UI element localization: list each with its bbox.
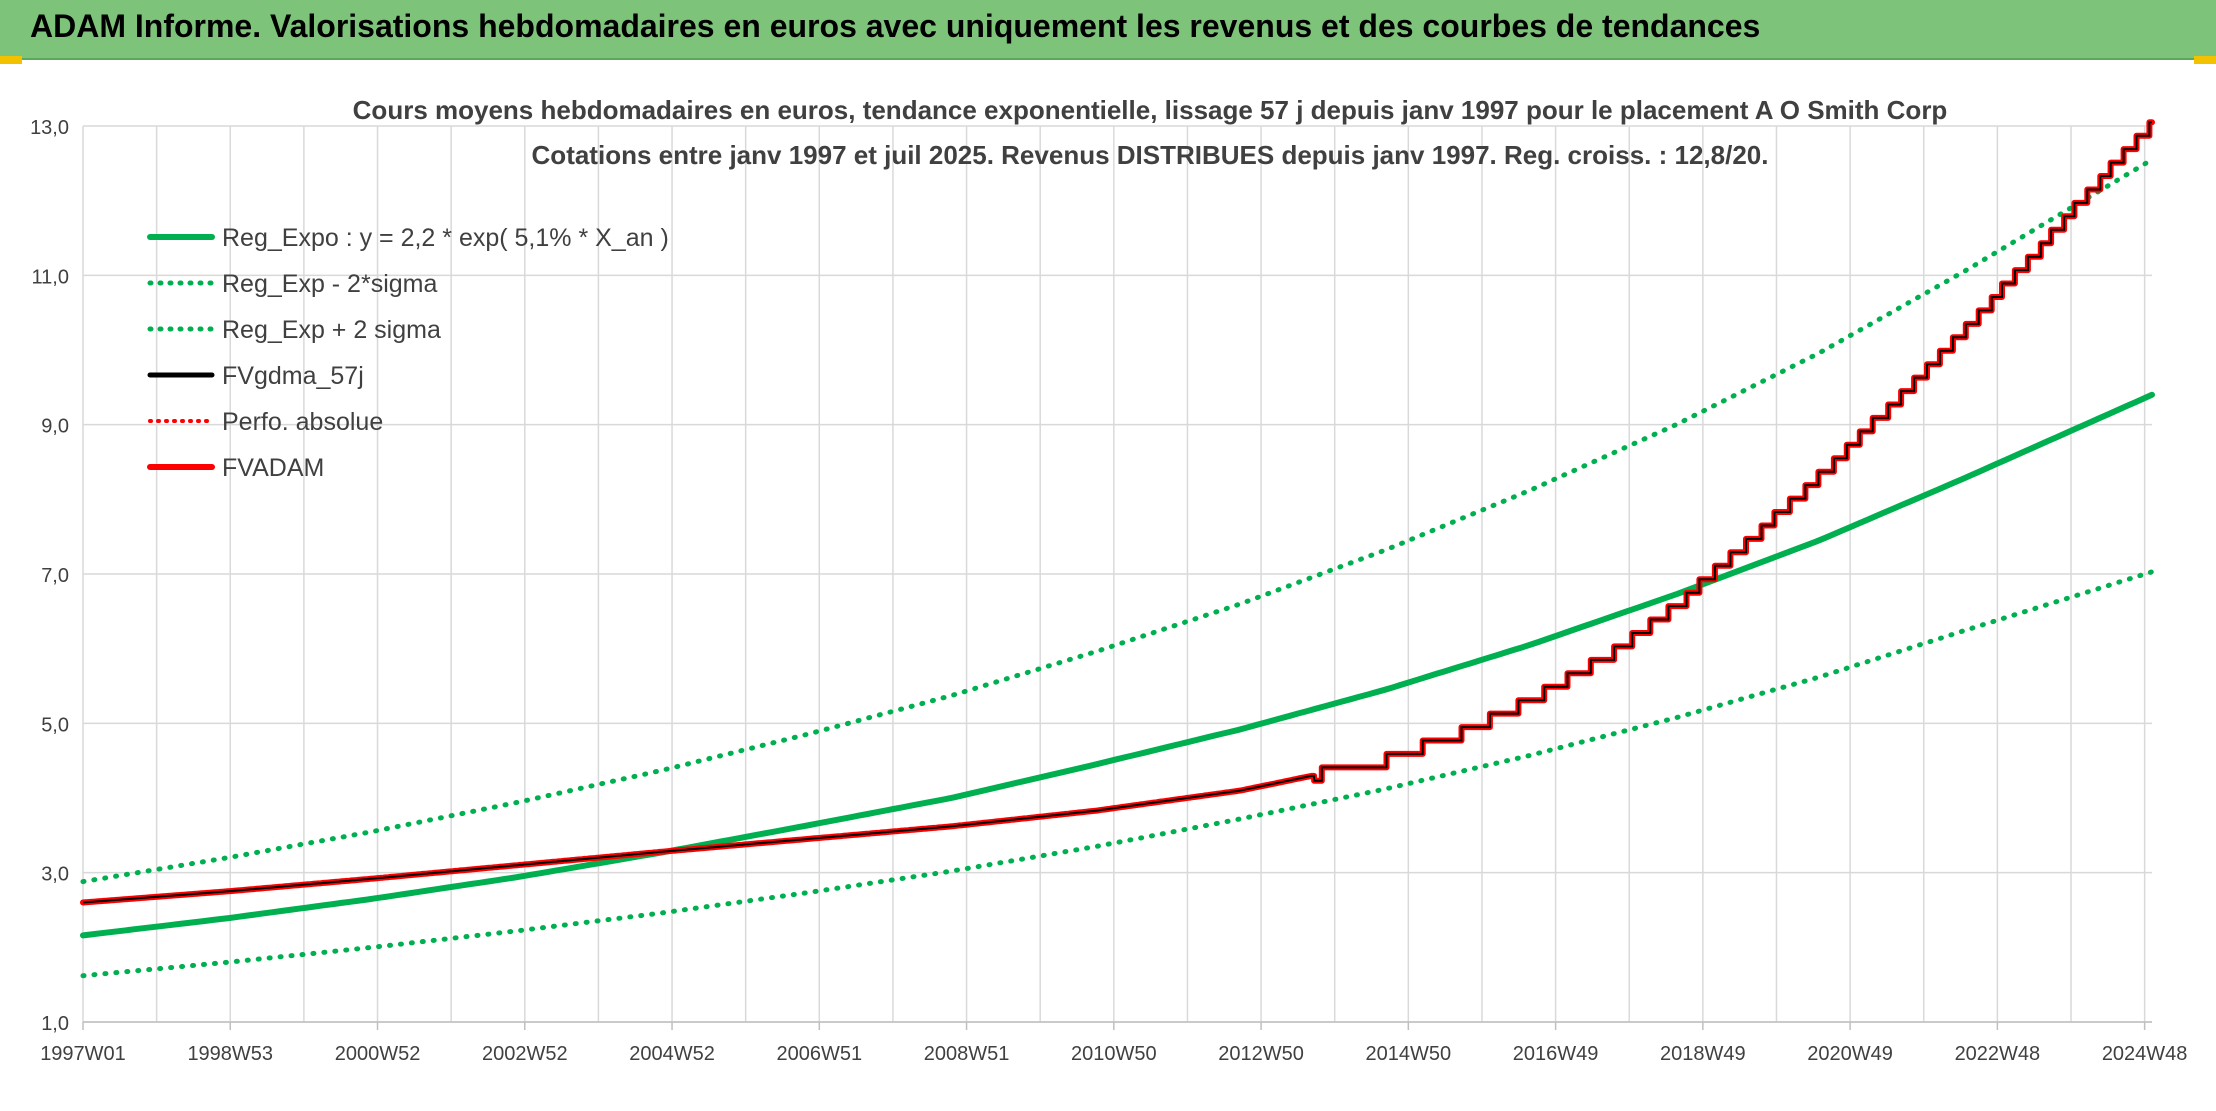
legend-label: FVgdma_57j: [222, 362, 364, 390]
legend-label: Perfo. absolue: [222, 408, 383, 436]
y-tick-label: 1,0: [41, 1013, 69, 1035]
x-tick-label: 2020W49: [1807, 1043, 1893, 1065]
y-tick-label: 11,0: [32, 266, 69, 288]
header-bar: ADAM Informe. Valorisations hebdomadaire…: [0, 0, 2216, 60]
x-tick-label: 2006W51: [776, 1043, 862, 1065]
page-title: ADAM Informe. Valorisations hebdomadaire…: [30, 8, 1761, 44]
x-tick-label: 1998W53: [187, 1043, 273, 1065]
corner-marker-left: [0, 56, 22, 64]
x-tick-label: 2012W50: [1218, 1043, 1304, 1065]
y-tick-label: 3,0: [41, 864, 69, 886]
legend: Reg_Expo : y = 2,2 * exp( 5,1% * X_an ) R…: [147, 224, 669, 482]
grid-layer: [82, 125, 2152, 1023]
series-line-2: [80, 157, 2155, 885]
series-line-fvgdma-overlay: [82, 121, 2152, 904]
y-tick-label: 5,0: [41, 714, 69, 736]
x-tick-label: 2022W48: [1955, 1043, 2041, 1065]
series-layer: [80, 119, 2155, 979]
legend-label: FVADAM: [222, 454, 324, 482]
legend-label: Reg_Exp - 2*sigma: [222, 270, 437, 298]
x-tick-label: 2002W52: [482, 1043, 568, 1065]
axis-layer: 1,0 3,0 5,0 7,0 9,0 11,0 13,0 1997W01 1998W53 200…: [30, 117, 2187, 1065]
x-tick-label: 1997W01: [40, 1043, 126, 1065]
x-tick-label: 2016W49: [1513, 1043, 1599, 1065]
x-tick-label: 2024W48: [2102, 1043, 2188, 1065]
legend-label: Reg_Exp + 2 sigma: [222, 316, 441, 344]
legend-label: Reg_Expo : y = 2,2 * exp( 5,1% * X_an ): [222, 224, 669, 252]
x-tick-label: 2000W52: [335, 1043, 421, 1065]
chart-container: 1,0 3,0 5,0 7,0 9,0 11,0 13,0 1997W01 1998W53 200…: [0, 60, 2216, 1106]
x-tick-label: 2018W49: [1660, 1043, 1746, 1065]
x-tick-label: 2008W51: [924, 1043, 1010, 1065]
chart-title-line-1: Cours moyens hebdomadaires en euros, ten…: [353, 95, 1948, 125]
series-line-0: [80, 391, 2155, 939]
y-tick-label: 7,0: [41, 565, 69, 587]
y-tick-label: 13,0: [30, 117, 69, 139]
line-chart: 1,0 3,0 5,0 7,0 9,0 11,0 13,0 1997W01 1998W53 200…: [30, 95, 2187, 1065]
series-line-1: [80, 569, 2155, 979]
y-tick-label: 9,0: [41, 416, 69, 438]
chart-title-line-2: Cotations entre janv 1997 et juil 2025. …: [532, 140, 1769, 170]
x-tick-label: 2014W50: [1366, 1043, 1452, 1065]
x-tick-label: 2004W52: [629, 1043, 715, 1065]
x-tick-label: 2010W50: [1071, 1043, 1157, 1065]
corner-marker-right: [2194, 56, 2216, 64]
